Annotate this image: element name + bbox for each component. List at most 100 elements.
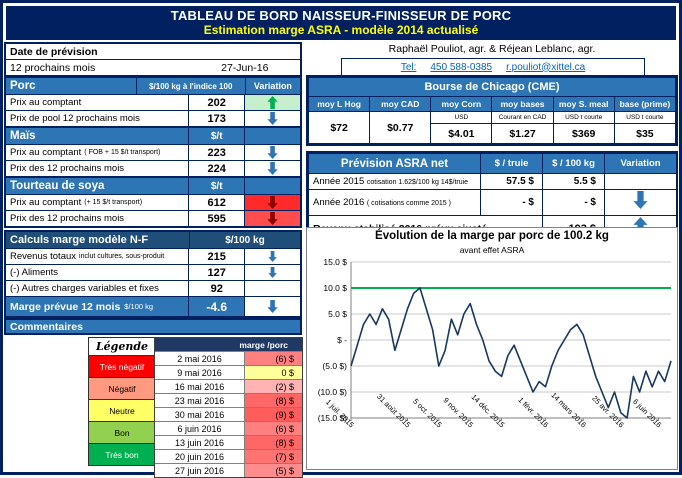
- arrow-down-icon: [267, 112, 278, 125]
- marge-line-chart: 15.0 $ 10.0 $ 5.0 $ $ - (5.0 $) (10.0 $) (15.0…: [318, 257, 672, 430]
- svg-text:(15.0 $): (15.0 $): [318, 413, 347, 423]
- row-date: 20 juin 2016: [174, 451, 225, 462]
- bourse-title: Bourse de Chicago (CME): [308, 77, 676, 97]
- variation-cell: [244, 95, 300, 110]
- col-header: moy Corn: [430, 96, 493, 112]
- table-row: 27 juin 2016 (5) $: [155, 463, 302, 477]
- tourteau-unit: $/t: [188, 178, 244, 194]
- cell-value: 57.5 $: [480, 173, 543, 190]
- mais-unit: $/t: [188, 128, 244, 144]
- row-note: ( cotisations comme 2015 ): [366, 200, 451, 207]
- cell-value: - $: [542, 189, 605, 216]
- title-banner: TABLEAU DE BORD NAISSEUR-FINISSEUR DE PO…: [6, 6, 676, 40]
- row-note: ( FOB + 15 $/t transport): [84, 149, 161, 156]
- table-row: 6 juin 2016 (6) $: [155, 421, 302, 435]
- row-label: Prix au comptant: [10, 197, 82, 208]
- chart-annotation: avant effet ASRA: [459, 245, 525, 255]
- table-row: Prix des 12 prochains mois 224: [6, 160, 300, 176]
- row-date: 13 juin 2016: [174, 437, 225, 448]
- row-note: cotisation 1.62$/100 kg 14$/truie: [366, 179, 469, 186]
- porc-table: Porc $/100 kg à l'indice 100 Variation P…: [4, 76, 302, 128]
- variation-cell: [244, 111, 300, 126]
- row-note: inclut cultures, sous-produit: [79, 253, 165, 260]
- forecast-date-label: Date de prévision: [6, 44, 300, 60]
- col-header: Variation: [604, 153, 677, 174]
- calculs-unit: $/100 kg: [188, 232, 300, 248]
- row-value: 215: [188, 249, 244, 264]
- row-value: (8) $: [244, 394, 302, 407]
- table-row: (-) Autres charges variables et fixes 92: [6, 280, 300, 296]
- arrow-down-icon: [633, 191, 648, 209]
- cell-value: $369: [552, 123, 615, 144]
- legende-item: Neutre: [89, 400, 155, 422]
- svg-text:(10.0 $): (10.0 $): [318, 387, 347, 397]
- row-value: (6) $: [244, 422, 302, 435]
- row-date: 27 juin 2016: [174, 465, 225, 476]
- variation-cell: [244, 161, 300, 176]
- contact-box: Tel: 450 588-0385 r.pouliot@xittel.ca: [341, 58, 645, 76]
- legende-item: Bon: [89, 422, 155, 444]
- page-subtitle: Estimation marge ASRA - modèle 2014 actu…: [203, 23, 479, 37]
- variation-cell: [244, 195, 300, 210]
- row-value: 202: [188, 95, 244, 110]
- email-link[interactable]: r.pouliot@xittel.ca: [506, 61, 586, 73]
- col-header: moy L Hog: [307, 96, 371, 112]
- table-row: Prix au comptant 202: [6, 94, 300, 110]
- asra-title: Prévision ASRA net: [308, 153, 481, 174]
- forecast-date-value: 27-Jun-16: [221, 61, 269, 74]
- prevision-asra-table: Prévision ASRA net $ / truie $ / 100 kg …: [306, 151, 678, 244]
- row-value: (7) $: [244, 450, 302, 463]
- table-row: Prix de pool 12 prochains mois 173: [6, 110, 300, 126]
- arrow-down-icon: [267, 162, 278, 175]
- row-value: 127: [188, 265, 244, 280]
- svg-text:5.0 $: 5.0 $: [328, 309, 347, 319]
- row-date: 30 mai 2016: [174, 409, 225, 420]
- table-row: 20 juin 2016 (7) $: [155, 449, 302, 463]
- svg-text:(5.0 $): (5.0 $): [322, 361, 347, 371]
- variation-cell: [244, 297, 300, 316]
- svg-text:31 août 2015: 31 août 2015: [375, 392, 412, 429]
- svg-text:14 mars 2016: 14 mars 2016: [549, 391, 588, 430]
- table-row: 9 mai 2016 0 $: [155, 365, 302, 379]
- col-subheader: USD: [430, 111, 493, 124]
- row-value: (2) $: [244, 380, 302, 393]
- variation-header: Variation: [244, 78, 300, 94]
- table-row: 16 mai 2016 (2) $: [155, 379, 302, 393]
- porc-unit: $/100 kg à l'indice 100: [135, 78, 245, 94]
- svg-text:6 juin 2016: 6 juin 2016: [631, 397, 663, 429]
- mais-title: Maïs: [10, 130, 36, 142]
- row-value: 92: [188, 281, 244, 296]
- table-row: (-) Aliments 127: [6, 264, 300, 280]
- phone-link[interactable]: 450 588-0385: [430, 61, 493, 73]
- cell-value: $4.01: [430, 123, 493, 144]
- col-subheader: USD t courte: [552, 111, 615, 124]
- arrow-down-icon: [268, 267, 277, 278]
- arrow-up-icon: [267, 96, 278, 109]
- marge-hebdo-header: marge /porc: [155, 338, 302, 351]
- row-value: 595: [188, 211, 244, 226]
- row-date: 6 juin 2016: [177, 423, 222, 434]
- legende-title: Légende: [89, 338, 155, 356]
- legende-item: Très bon: [89, 444, 155, 465]
- marge-chart-panel: Évolution de la marge par porc de 100.2 …: [306, 227, 678, 470]
- row-value: (6) $: [244, 352, 302, 365]
- variation-cell: [244, 249, 300, 264]
- svg-text:5 oct. 2015: 5 oct. 2015: [411, 397, 444, 430]
- svg-text:14 déc. 2015: 14 déc. 2015: [470, 392, 507, 429]
- arrow-down-icon: [267, 146, 278, 159]
- cell-value: $0.77: [369, 111, 432, 144]
- arrow-down-icon: [268, 251, 277, 262]
- row-label: Année 2016: [313, 197, 365, 208]
- row-label: Prix au comptant: [10, 147, 82, 158]
- row-note: (+ 15 $/t transport): [84, 199, 143, 206]
- row-value: 223: [188, 145, 244, 160]
- cell-value: $72: [307, 111, 371, 144]
- row-date: 23 mai 2016: [174, 395, 225, 406]
- variation-cell: [244, 265, 300, 280]
- col-subheader: Courant en CAD: [491, 111, 554, 124]
- tourteau-title: Tourteau de soya: [10, 180, 105, 192]
- table-row: Prix des 12 prochains mois 595: [6, 210, 300, 226]
- marge-prevue-label: Marge prévue 12 mois: [10, 300, 121, 313]
- legende-item: Négatif: [89, 378, 155, 400]
